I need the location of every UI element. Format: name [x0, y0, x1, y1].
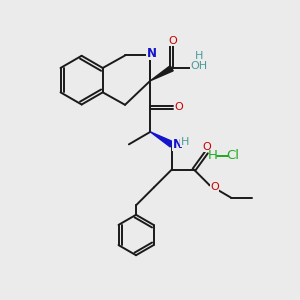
Text: H: H: [208, 149, 218, 162]
Text: Cl: Cl: [227, 149, 240, 162]
Text: N: N: [146, 46, 157, 60]
Text: O: O: [210, 182, 219, 192]
Text: O: O: [174, 103, 183, 112]
Text: N: N: [172, 138, 183, 151]
Polygon shape: [150, 66, 173, 81]
Text: H: H: [195, 51, 203, 61]
Text: H: H: [181, 137, 189, 147]
Text: O: O: [202, 142, 211, 152]
Polygon shape: [150, 132, 173, 147]
Text: OH: OH: [190, 61, 208, 71]
Text: O: O: [168, 36, 177, 46]
